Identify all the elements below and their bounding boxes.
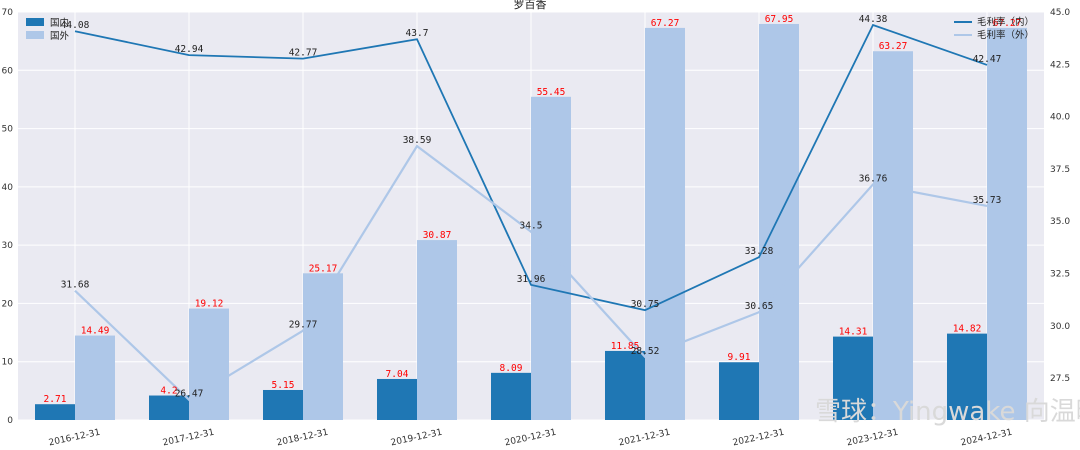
bar-value-label: 9.91 [728,352,751,363]
bar-value-label: 25.17 [309,263,338,274]
legend-right: 毛利率（内）毛利率（外） [954,16,1034,41]
chart-title: 罗百香 [514,0,547,11]
x-tick-label: 2021-12-31 [618,428,671,449]
bar-domestic [377,378,417,420]
bar-value-label: 67.27 [651,18,680,29]
bar-value-label: 14.49 [81,326,110,337]
legend-label: 国外 [50,30,70,42]
bar-value-label: 4.2 [160,386,177,397]
y-tick-label: 40 [2,183,14,193]
bar-overseas [417,240,457,420]
line-value-label: 34.5 [520,221,543,232]
bars [35,23,1027,421]
bar-overseas [531,96,571,420]
bar-value-label: 11.85 [611,341,640,352]
bar-value-label: 30.87 [423,230,452,241]
line-value-label: 35.73 [973,195,1002,206]
y-tick-label: 10 [2,358,14,368]
line-value-label: 44.38 [859,14,888,25]
legend-label: 毛利率（外） [977,29,1034,41]
x-tick-label: 2024-12-31 [960,428,1013,449]
bar-domestic [263,389,303,420]
line-value-label: 31.96 [517,274,546,285]
legend-label: 国内 [50,17,69,29]
y2-tick-label: 45.0 [1050,8,1070,18]
bar-domestic [719,362,759,420]
bar-value-label: 55.45 [537,87,566,98]
bar-overseas [303,273,343,420]
line-value-label: 28.52 [631,346,660,357]
line-value-label: 33.28 [745,246,774,257]
bar-domestic [947,333,987,420]
legend-swatch [26,31,44,39]
x-tick-label: 2023-12-31 [846,428,899,449]
x-tick-label: 2022-12-31 [732,428,785,449]
line-value-label: 26.47 [175,389,204,400]
y-tick-label: 50 [2,125,14,135]
legend-label: 毛利率（内） [977,16,1034,28]
bar-overseas [645,27,685,421]
bar-value-label: 67.95 [765,14,794,25]
line-value-label: 38.59 [403,135,432,146]
x-tick-label: 2019-12-31 [390,428,443,449]
x-tick-label: 2018-12-31 [276,428,329,449]
y-tick-label: 20 [2,299,14,309]
line-value-label: 30.65 [745,301,774,312]
line-value-label: 43.7 [406,28,429,39]
y2-tick-label: 32.5 [1050,270,1070,280]
bar-value-label: 2.71 [44,394,67,405]
bar-value-label: 14.31 [839,327,868,338]
bar-value-label: 19.12 [195,299,224,310]
line-margin-domestic [74,23,988,312]
line-value-label: 30.75 [631,299,660,310]
legend-swatch [26,18,44,26]
y2-tick-label: 40.0 [1050,113,1070,123]
bar-overseas [759,23,799,420]
line-value-label: 29.77 [289,320,318,331]
y2-tick-label: 30.0 [1050,322,1070,332]
line-value-label: 31.68 [61,280,90,291]
x-tick-label: 2020-12-31 [504,428,557,449]
y-tick-label: 60 [2,66,14,76]
bar-overseas [189,308,229,420]
bar-value-label: 14.82 [953,324,982,335]
bar-overseas [873,51,913,420]
bar-value-label: 8.09 [500,363,523,374]
bar-domestic [149,395,189,420]
y2-tick-label: 35.0 [1050,217,1070,227]
data-labels: 2.71 4.2 5.15 7.04 8.09 11.85 9.91 14.31 14.82 14… [44,14,1022,405]
bar-overseas [75,335,115,420]
bar-domestic [35,404,75,420]
bar-domestic [833,336,873,420]
y-tick-label: 70 [2,8,14,18]
line-value-label: 36.76 [859,173,888,184]
y-tick-label: 30 [2,241,14,251]
y-tick-label: 0 [7,416,13,426]
y2-tick-label: 42.5 [1050,60,1070,70]
lines [74,23,988,402]
line-value-label: 42.94 [175,44,204,55]
line-value-label: 42.47 [973,54,1002,65]
x-tick-label: 2016-12-31 [48,428,101,449]
line-value-label: 42.77 [289,48,318,59]
line-value-label: 44.08 [61,20,90,31]
bar-domestic [491,372,531,420]
bar-domestic [605,350,645,420]
y2-tick-label: 27.5 [1050,374,1070,384]
bar-value-label: 7.04 [386,369,409,380]
bar-value-label: 5.15 [272,380,295,391]
watermark: 雪球：Yingwake 向温暖 [815,397,1080,427]
y2-tick-label: 37.5 [1050,165,1070,175]
line-margin-overseas [74,144,988,402]
x-tick-label: 2017-12-31 [162,428,215,449]
bar-value-label: 67.27 [993,18,1022,29]
bar-value-label: 63.27 [879,41,908,52]
bar-overseas [987,27,1027,421]
